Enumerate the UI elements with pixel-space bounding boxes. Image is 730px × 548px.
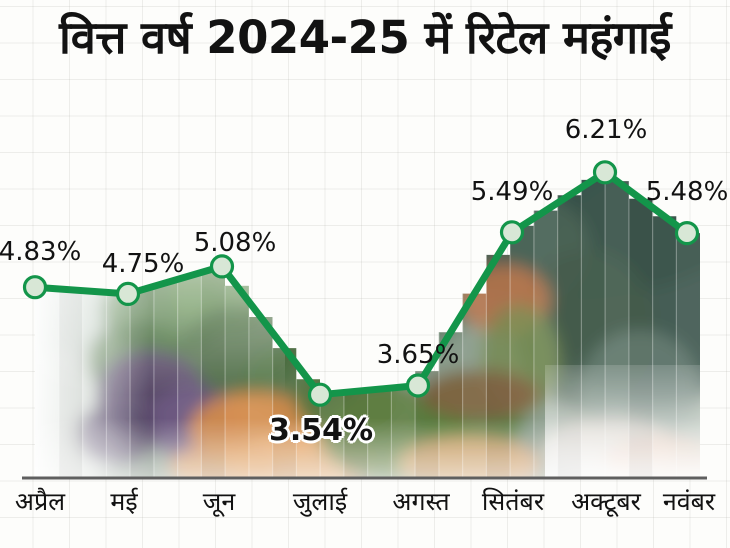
x-axis-label: जून <box>202 487 236 516</box>
data-point-marker <box>674 221 700 246</box>
value-label: 4.83% <box>0 237 82 268</box>
data-point-marker <box>115 281 141 306</box>
x-axis-label: जुलाई <box>292 487 348 516</box>
value-label: 5.49% <box>470 177 554 208</box>
value-label: 3.65% <box>376 339 460 370</box>
x-axis-label: नवंबर <box>662 487 716 516</box>
x-axis-label: मई <box>110 487 138 516</box>
data-point-marker <box>592 160 618 185</box>
x-axis-label: अगस्त <box>392 487 450 516</box>
value-label: 5.08% <box>193 228 277 259</box>
value-label: 4.75% <box>101 248 185 279</box>
chart-title: वित्त वर्ष 2024-25 में रिटेल महंगाई <box>59 11 671 64</box>
data-point-marker <box>307 382 333 407</box>
value-label: 5.48% <box>645 177 729 208</box>
data-point-marker <box>405 373 431 398</box>
value-label: 6.21% <box>564 115 648 146</box>
data-point-marker <box>499 220 525 245</box>
data-point-marker <box>22 275 48 300</box>
x-axis-label: अक्टूबर <box>571 487 641 516</box>
data-point-marker <box>209 254 235 279</box>
inflation-trend-line <box>31 168 691 399</box>
x-axis-label: सितंबर <box>481 487 545 516</box>
value-label: 3.54% <box>268 412 374 448</box>
x-axis-label: अप्रैल <box>14 487 66 516</box>
